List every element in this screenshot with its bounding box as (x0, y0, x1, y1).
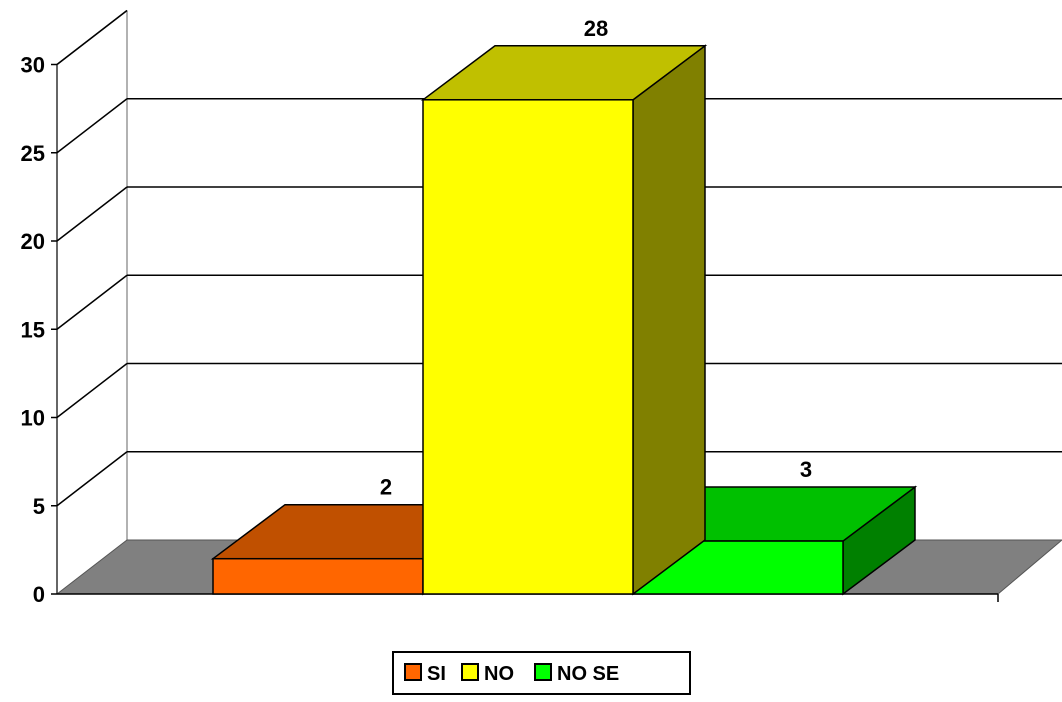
gridline-diagonal (56, 274, 128, 330)
y-tick-label: 25 (21, 141, 45, 166)
data-label: 28 (584, 16, 608, 41)
gridline-diagonal (56, 9, 128, 66)
legend-label: NO (484, 663, 514, 685)
legend-label: SI (427, 663, 446, 685)
bar-no (420, 44, 708, 596)
data-labels: 2 3 28 (380, 16, 812, 500)
legend-label: NO SE (557, 663, 619, 685)
bar-front-face (212, 557, 424, 595)
data-label: 3 (800, 457, 812, 482)
bars (210, 44, 918, 596)
y-tick-label: 30 (21, 53, 45, 78)
y-tick-label: 0 (33, 582, 45, 607)
bar-front-face (422, 99, 634, 595)
y-tick-label: 5 (33, 494, 45, 519)
gridline-diagonal (56, 451, 128, 507)
bar-side-face (632, 44, 706, 596)
y-tick-label: 15 (21, 317, 45, 342)
gridline-diagonal (56, 186, 128, 242)
legend-swatch-si (404, 663, 422, 681)
legend-swatch-no-se (534, 663, 552, 681)
gridline-diagonal (56, 362, 128, 419)
legend-swatch-no (461, 663, 479, 681)
data-label: 2 (380, 475, 392, 500)
y-tick-label: 20 (21, 229, 45, 254)
legend: SI NO NO SE (392, 651, 691, 695)
gridline-diagonal (56, 98, 128, 154)
y-tick-label: 10 (21, 406, 45, 431)
